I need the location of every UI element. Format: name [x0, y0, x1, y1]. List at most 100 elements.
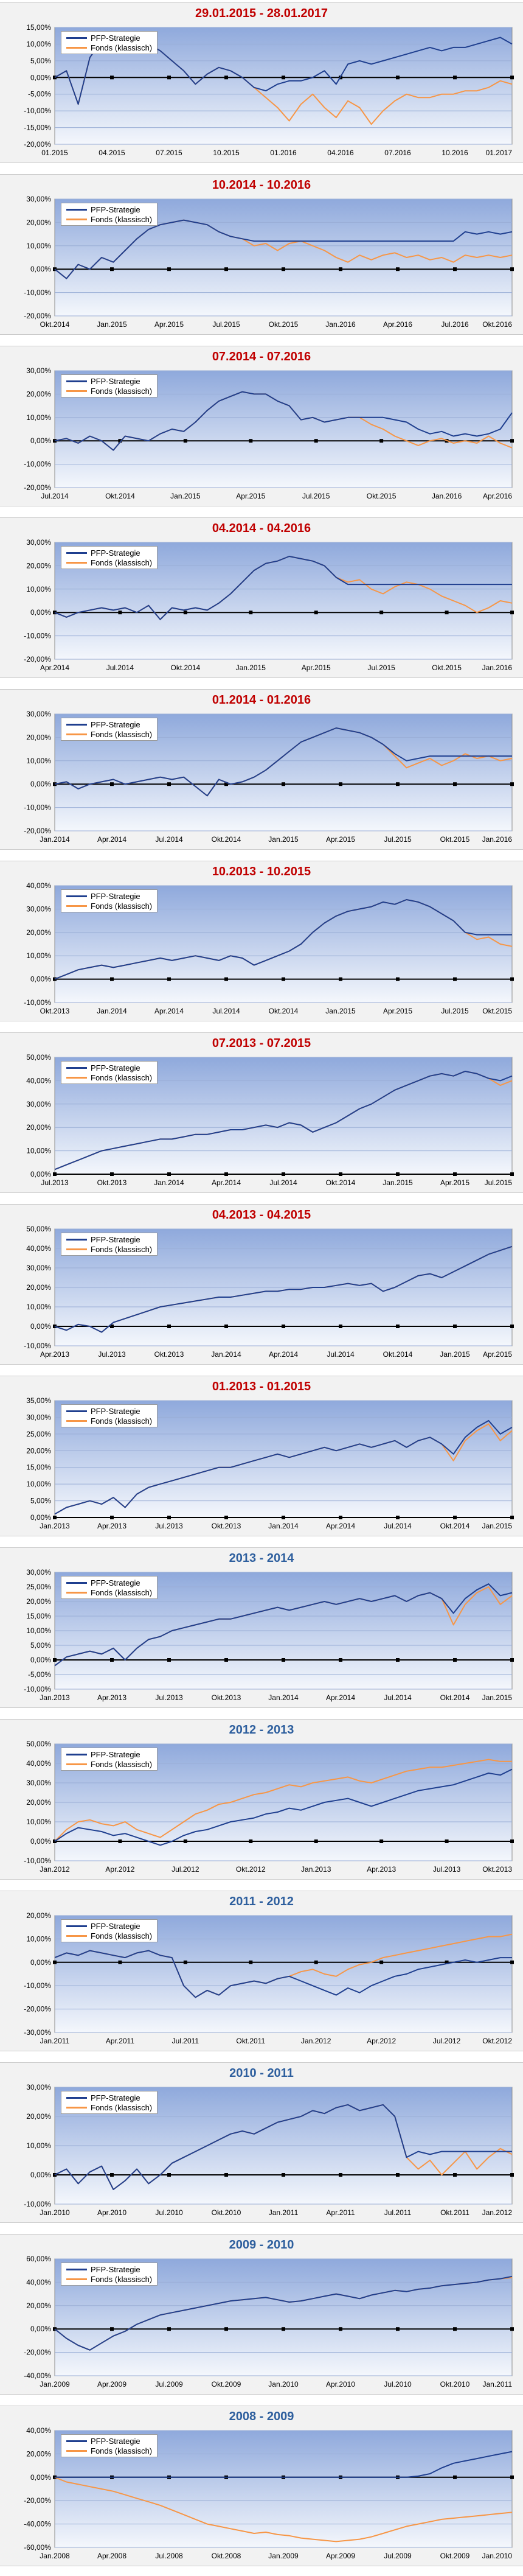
legend-item: PFP-Strategie: [66, 33, 152, 43]
y-tick-label: 20,00%: [26, 1446, 51, 1455]
x-tick-label: Jul.2009: [155, 2380, 183, 2389]
series-line-pfp: [54, 219, 513, 279]
x-tick-label: Apr.2013: [97, 1522, 126, 1530]
chart-legend: PFP-Strategie Fonds (klassisch): [61, 718, 158, 741]
zero-axis-marker: [339, 267, 342, 271]
x-tick-label: Okt.2016: [482, 320, 512, 329]
x-tick-label: Okt.2013: [154, 1350, 184, 1359]
chart-svg: 40,00%30,00%20,00%10,00%0,00%-10,00%Okt.…: [24, 881, 514, 1015]
zero-axis-marker: [282, 782, 285, 786]
zero-axis-marker: [282, 75, 285, 80]
legend-item: Fonds (klassisch): [66, 1759, 152, 1769]
legend-label: PFP-Strategie: [91, 376, 140, 386]
x-tick-label: Jan.2013: [301, 1865, 331, 1874]
y-tick-label: 60,00%: [26, 2255, 51, 2263]
y-tick-label: 30,00%: [26, 905, 51, 913]
zero-axis-marker: [453, 2475, 457, 2479]
chart-title: 10.2014 - 10.2016: [212, 178, 311, 192]
y-tick-label: -20,00%: [24, 827, 51, 835]
legend-item: Fonds (klassisch): [66, 2274, 152, 2284]
zero-axis-marker: [453, 782, 457, 786]
zero-axis-marker: [282, 267, 285, 271]
zero-axis-marker: [110, 1172, 114, 1176]
y-tick-label: 10,00%: [26, 1934, 51, 1943]
x-tick-label: Apr.2014: [326, 1693, 355, 1702]
legend-label: Fonds (klassisch): [91, 2446, 153, 2455]
chart-legend: PFP-Strategie Fonds (klassisch): [61, 1233, 158, 1256]
y-tick-label: -10,00%: [24, 1981, 51, 1990]
legend-item: Fonds (klassisch): [66, 1416, 152, 1426]
zero-axis-marker: [510, 611, 514, 615]
legend-swatch: [66, 1248, 87, 1250]
chart-panel: 10.2014 - 10.2016 30,00% 20,00% 10,00% 0,00%…: [0, 174, 523, 335]
legend-swatch: [66, 1581, 87, 1584]
x-tick-label: Okt.2010: [212, 2208, 241, 2217]
y-tick-label: 0,00%: [30, 2171, 51, 2179]
chart-panel: 2008 - 2009 40,00% 20,00% 0,00% -20,00% -40,0…: [0, 2406, 523, 2566]
legend-label: PFP-Strategie: [91, 2093, 140, 2102]
y-tick-label: 0,00%: [30, 1656, 51, 1664]
zero-axis-marker: [314, 1960, 318, 1964]
series-line-pfp: [54, 2104, 512, 2190]
x-tick-label: Jan.2015: [383, 1178, 413, 1187]
zero-axis-marker: [510, 439, 514, 443]
zero-axis-marker: [167, 1516, 171, 1519]
zero-axis-marker: [396, 267, 400, 271]
chart-legend: PFP-Strategie Fonds (klassisch): [61, 2434, 158, 2457]
legend-swatch: [66, 2268, 87, 2270]
zero-axis-marker: [249, 1960, 253, 1964]
y-tick-label: 35,00%: [26, 1396, 51, 1405]
x-tick-label: Okt.2015: [269, 320, 299, 329]
y-tick-label: 0,00%: [30, 1322, 51, 1331]
y-tick-label: 10,00%: [26, 1626, 51, 1635]
zero-axis-marker: [110, 1658, 114, 1662]
x-tick-label: Jul.2012: [433, 2037, 461, 2045]
legend-swatch: [66, 2106, 87, 2109]
x-tick-label: Jul.2015: [441, 1007, 469, 1015]
zero-axis-marker: [510, 267, 514, 271]
chart-panel: 07.2014 - 07.2016 30,00% 20,00% 10,00% 0,00%…: [0, 346, 523, 506]
x-tick-label: Okt.2015: [432, 663, 462, 672]
zero-axis-marker: [453, 1325, 457, 1328]
y-tick-label: 25,00%: [26, 1583, 51, 1591]
y-tick-label: -10,00%: [24, 460, 51, 469]
zero-axis-marker: [396, 1516, 400, 1519]
zero-axis-marker: [510, 1658, 514, 1662]
x-tick-label: Jul.2015: [384, 835, 412, 844]
zero-axis-marker: [282, 2327, 285, 2331]
series-line-pfp: [54, 1768, 513, 1846]
chart-panel: 2010 - 2011 30,00% 20,00% 10,00% 0,00% -10,00…: [0, 2062, 523, 2223]
zero-axis-marker: [379, 611, 384, 615]
x-tick-label: Apr.2013: [40, 1350, 69, 1359]
x-tick-label: Jan.2014: [268, 1522, 299, 1530]
zero-axis-marker: [510, 1172, 514, 1176]
x-tick-label: Jan.2012: [301, 2037, 331, 2045]
zero-axis-marker: [110, 2327, 114, 2331]
x-tick-label: Jul.2015: [485, 1178, 513, 1187]
x-tick-label: Okt.2014: [383, 1350, 413, 1359]
y-tick-label: -30,00%: [24, 2028, 51, 2037]
x-tick-label: Jan.2016: [325, 320, 356, 329]
zero-axis-marker: [183, 611, 187, 615]
legend-label: PFP-Strategie: [91, 1578, 140, 1587]
zero-axis-marker: [167, 1325, 171, 1328]
legend-swatch: [66, 1934, 87, 1937]
x-tick-label: Okt.2009: [212, 2380, 241, 2389]
legend-item: Fonds (klassisch): [66, 2446, 152, 2455]
x-tick-label: Okt.2013: [97, 1178, 127, 1187]
x-tick-label: Okt.2014: [440, 1522, 470, 1530]
x-tick-label: Apr.2011: [106, 2037, 134, 2045]
legend-label: PFP-Strategie: [91, 1749, 140, 1759]
x-tick-label: Apr.2014: [269, 1350, 298, 1359]
zero-axis-marker: [282, 1172, 285, 1176]
x-tick-label: Okt.2012: [236, 1865, 266, 1874]
chart-panel: 04.2014 - 04.2016 30,00% 20,00% 10,00% 0,00%…: [0, 517, 523, 678]
legend-swatch: [66, 390, 87, 392]
x-tick-label: Jan.2014: [211, 1350, 241, 1359]
legend-label: PFP-Strategie: [91, 1406, 140, 1416]
zero-axis-marker: [53, 1172, 57, 1176]
legend-item: PFP-Strategie: [66, 1921, 152, 1931]
x-tick-label: Jul.2012: [171, 1865, 199, 1874]
zero-axis-marker: [183, 439, 187, 443]
x-tick-label: Jul.2015: [212, 320, 240, 329]
